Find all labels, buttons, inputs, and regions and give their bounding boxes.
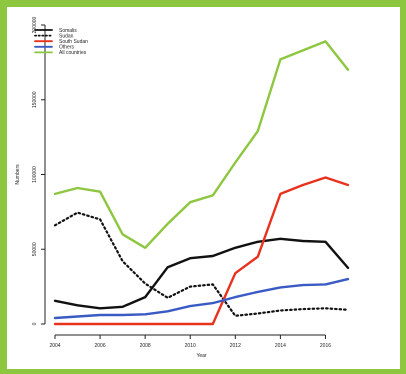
x-tick-label-2004: 2004	[49, 343, 60, 349]
y-tick-label-0: 0	[32, 322, 38, 325]
y-axis-title: Numbers	[15, 164, 21, 185]
x-tick-label-2012: 2012	[230, 343, 241, 349]
x-tick-label-2010: 2010	[185, 343, 196, 349]
plot-area: 2004 2006 2008 2010 2012 2014 2016 0 50000 100000…	[7, 7, 400, 369]
y-tick-label-200000: 200000	[32, 16, 38, 33]
axes-layer: 2004 2006 2008 2010 2012 2014 2016 0 50000 100000…	[15, 16, 331, 359]
series-line-all-countries	[53, 40, 350, 250]
legend-label-all-countries: All countries	[59, 50, 87, 56]
x-tick-label-2006: 2006	[95, 343, 106, 349]
legend-label-somalis: Somalis	[59, 28, 77, 34]
y-tick-label-150000: 150000	[32, 91, 38, 108]
legend-label-south-sudan: South Sudan	[59, 39, 88, 45]
series-line-sudan	[53, 211, 350, 317]
series-line-south-sudan	[53, 176, 350, 326]
series-layer	[53, 40, 350, 326]
y-tick-label-100000: 100000	[32, 166, 38, 183]
legend-label-sudan: Sudan	[59, 33, 74, 39]
series-line-somalis	[53, 237, 350, 310]
x-axis-title: Year	[196, 353, 206, 359]
series-line-others	[53, 277, 350, 320]
x-tick-label-2016: 2016	[320, 343, 331, 349]
legend-label-others: Others	[59, 45, 75, 51]
y-tick-label-50000: 50000	[32, 242, 38, 256]
x-tick-label-2014: 2014	[275, 343, 286, 349]
x-tick-label-2008: 2008	[140, 343, 151, 349]
line-chart: 2004 2006 2008 2010 2012 2014 2016 0 50000 100000…	[15, 16, 350, 359]
